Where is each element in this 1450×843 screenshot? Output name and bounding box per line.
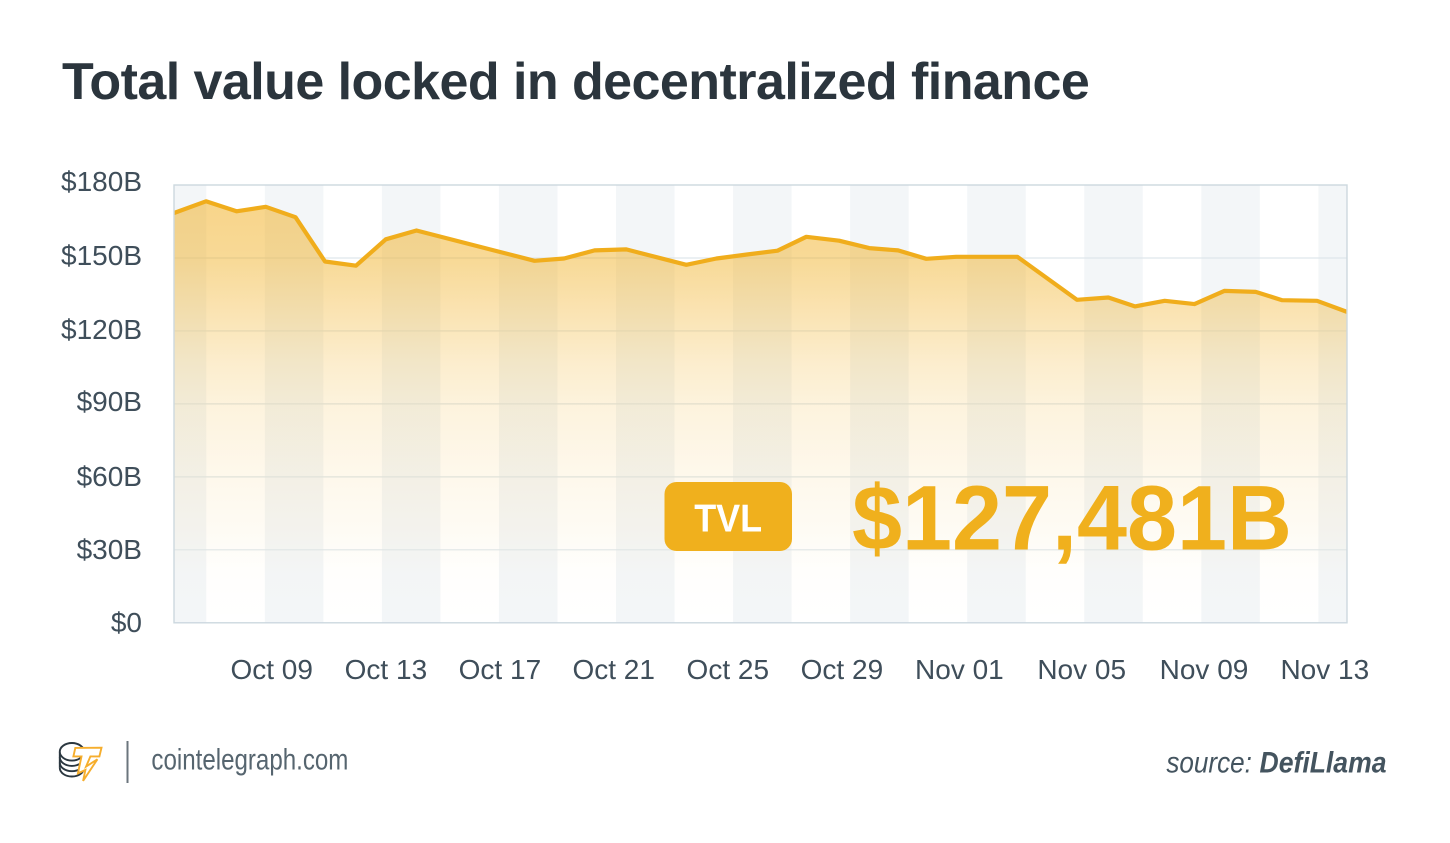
svg-text:$60B: $60B [77,461,142,492]
svg-text:$120B: $120B [61,314,142,345]
svg-text:Nov 13: Nov 13 [1280,654,1369,685]
svg-text:$0: $0 [111,607,142,638]
svg-text:$30B: $30B [77,534,142,565]
svg-text:Nov 09: Nov 09 [1160,654,1249,685]
svg-text:$127,481B: $127,481B [852,468,1292,570]
svg-text:source:: source: [1166,747,1252,780]
svg-text:Oct 21: Oct 21 [572,654,654,685]
svg-text:TVL: TVL [694,498,762,541]
svg-text:Oct 25: Oct 25 [687,654,769,685]
svg-text:Oct 17: Oct 17 [459,654,541,685]
svg-text:cointelegraph.com: cointelegraph.com [151,744,348,777]
svg-text:Total value locked in decentra: Total value locked in decentralized fina… [62,53,1089,111]
svg-text:DefiLlama: DefiLlama [1260,747,1387,780]
svg-text:Oct 13: Oct 13 [345,654,427,685]
svg-text:Oct 29: Oct 29 [801,654,883,685]
svg-text:Nov 05: Nov 05 [1037,654,1126,685]
svg-text:$90B: $90B [77,386,142,417]
svg-text:Oct 09: Oct 09 [230,654,312,685]
svg-text:$180B: $180B [61,166,142,197]
svg-text:$150B: $150B [61,240,142,271]
svg-text:Nov 01: Nov 01 [915,654,1004,685]
